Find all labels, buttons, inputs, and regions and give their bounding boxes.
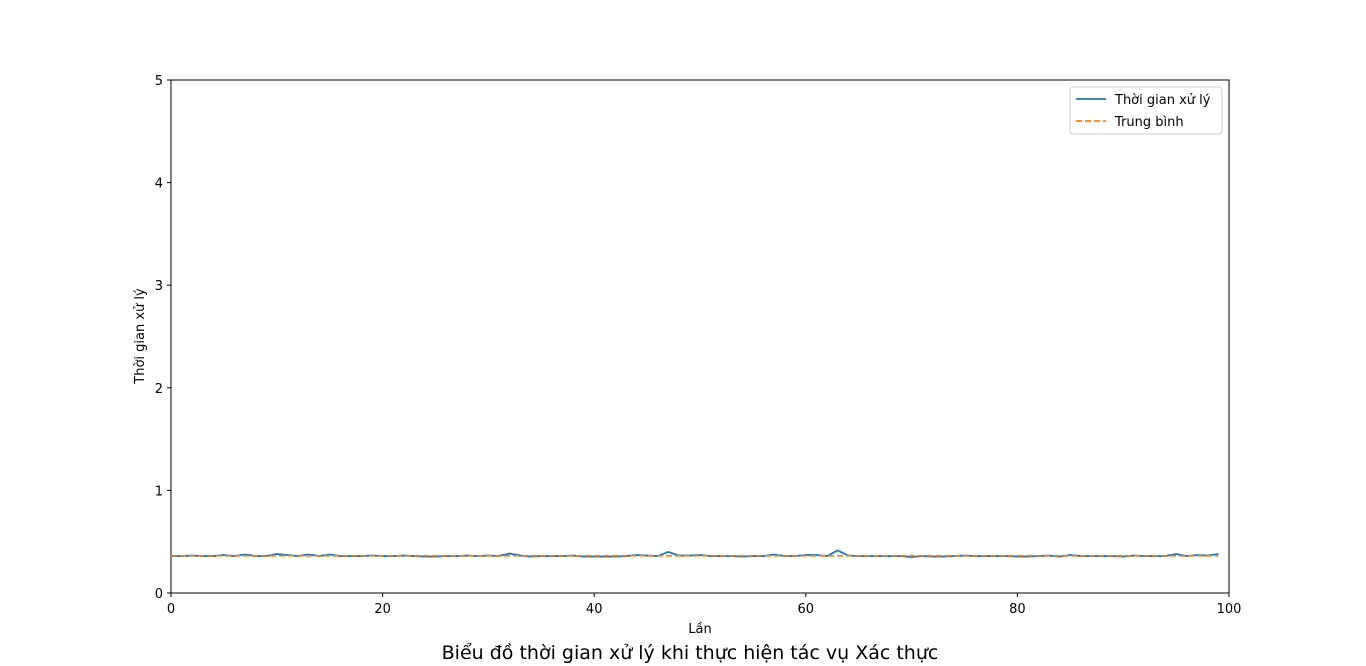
legend: Thời gian xử lý Trung bình bbox=[1069, 86, 1223, 135]
plot-area bbox=[170, 79, 1230, 594]
axes-frame bbox=[170, 79, 1230, 594]
chart-caption: Biểu đồ thời gian xử lý khi thực hiện tá… bbox=[442, 642, 939, 664]
y-tick-label: 5 bbox=[155, 74, 163, 89]
legend-box bbox=[1069, 86, 1223, 135]
x-tick-label: 0 bbox=[167, 602, 175, 617]
x-tick-label: 20 bbox=[374, 602, 391, 617]
x-tick-label: 40 bbox=[586, 602, 603, 617]
y-axis: 0 1 2 3 4 5 bbox=[155, 74, 171, 602]
x-tick-label: 60 bbox=[798, 602, 815, 617]
x-axis: 0 20 40 60 80 100 bbox=[167, 593, 1242, 617]
series-layer bbox=[171, 549, 1219, 558]
y-axis-label: Thời gian xử lý bbox=[133, 288, 148, 385]
x-tick-label: 80 bbox=[1009, 602, 1026, 617]
y-tick-label: 3 bbox=[155, 279, 163, 294]
y-tick-label: 4 bbox=[155, 177, 163, 192]
x-tick-label: 100 bbox=[1217, 602, 1242, 617]
y-tick-label: 0 bbox=[155, 587, 163, 602]
x-axis-label: Lần bbox=[688, 622, 711, 637]
y-tick-label: 1 bbox=[155, 484, 163, 499]
legend-label-thoi-gian-xu-ly: Thời gian xử lý bbox=[1114, 93, 1211, 108]
legend-label-trung-binh: Trung bình bbox=[1114, 115, 1184, 130]
y-tick-label: 2 bbox=[155, 382, 163, 397]
